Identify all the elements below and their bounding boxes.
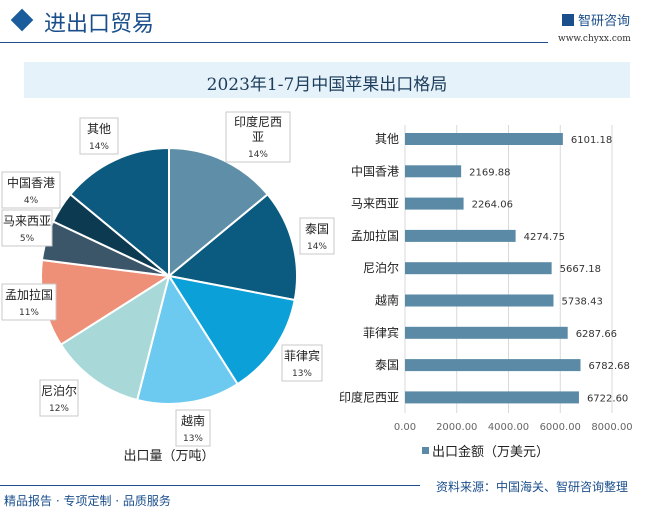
bar-value-label: 5738.43: [561, 297, 602, 308]
bar-value-label: 4274.75: [524, 232, 565, 243]
bar-8: [405, 359, 581, 372]
pie-category-label: 中国香港: [7, 175, 55, 190]
y-category-label: 越南: [375, 293, 399, 308]
chart-title: 2023年1-7月中国苹果出口格局: [206, 75, 448, 95]
pie-label-box: [39, 379, 79, 417]
legend-swatch: [422, 447, 429, 454]
pie-percent-label: 13%: [292, 369, 312, 379]
bar-3: [405, 197, 464, 210]
logo-text: 智研咨询: [578, 14, 631, 29]
pie-category-label: 尼泊尔: [41, 383, 77, 398]
footer-divider: [0, 485, 420, 486]
bar-2: [405, 165, 462, 178]
pie-slice-3: [166, 274, 296, 386]
pie-label-box: [1, 283, 57, 321]
bar-1: [405, 133, 563, 145]
pie-label-box: [1, 209, 53, 247]
y-category-label: 印度尼西亚: [339, 389, 399, 404]
bar-6: [405, 294, 554, 307]
bar-value-label: 6101.18: [571, 135, 612, 146]
section-title: 进出口贸易: [44, 12, 155, 37]
bar-7: [405, 326, 568, 339]
pie-category-label: 菲律宾: [284, 348, 320, 363]
pie-category-label: 亚: [252, 130, 264, 144]
pie-slice-4: [135, 273, 239, 405]
logo: 智研咨询: [562, 10, 630, 29]
y-category-label: 尼泊尔: [363, 260, 399, 275]
pie-percent-label: 4%: [24, 196, 39, 206]
logo-icon: [562, 14, 574, 26]
bar-value-label: 2264.06: [472, 200, 513, 211]
pie-label-box: [225, 111, 291, 163]
pie-percent-label: 11%: [19, 308, 39, 318]
x-tick-label: 0.00: [394, 422, 416, 433]
logo-url: www.chyxx.com: [558, 34, 631, 44]
pie-category-label: 泰国: [305, 222, 329, 236]
y-category-label: 孟加拉国: [351, 228, 399, 243]
title-band: 2023年1-7月中国苹果出口格局: [24, 62, 630, 98]
pie-label-box: [281, 344, 323, 382]
bar-value-label: 6287.66: [576, 329, 617, 340]
pie-category-label: 越南: [181, 413, 205, 428]
bar-9: [405, 391, 579, 404]
x-tick-label: 6000.00: [540, 422, 581, 433]
pie-percent-label: 13%: [183, 434, 203, 444]
pie-slice-9: [68, 146, 170, 279]
y-category-label: 其他: [375, 132, 399, 146]
pie-percent-label: 12%: [49, 404, 69, 414]
pie-percent-label: 5%: [20, 234, 35, 244]
bar-5: [405, 262, 552, 275]
pie-label-box: [79, 117, 119, 155]
pie-category-label: 马来西亚: [3, 214, 51, 228]
pie-label-box: [299, 217, 335, 255]
x-tick-label: 2000.00: [436, 422, 477, 433]
legend-label: 出口金额（万美元）: [432, 444, 549, 460]
pie-category-label: 其他: [87, 122, 111, 136]
pie-slice-1: [168, 146, 270, 279]
pie-label-box: [1, 171, 61, 209]
pie-slice-2: [166, 193, 298, 302]
y-category-label: 马来西亚: [351, 197, 399, 211]
pie-percent-label: 14%: [248, 150, 268, 160]
pie-axis-label: 出口量（万吨）: [123, 449, 214, 464]
bar-value-label: 6782.68: [589, 361, 630, 372]
y-category-label: 菲律宾: [363, 325, 399, 340]
header-divider: [0, 42, 548, 43]
bar-value-label: 2169.88: [469, 167, 510, 178]
footer-tagline: 精品报告 · 专项定制 · 品质服务: [4, 494, 171, 508]
y-category-label: 泰国: [375, 358, 399, 372]
pie-category-label: 孟加拉国: [5, 287, 53, 302]
x-tick-label: 8000.00: [591, 422, 632, 433]
pie-category-label: 印度尼西: [234, 114, 282, 129]
bar-4: [405, 229, 516, 242]
pie-percent-label: 14%: [307, 242, 327, 252]
bar-value-label: 6722.60: [587, 393, 628, 404]
x-tick-label: 4000.00: [488, 422, 529, 433]
source-note: 资料来源：中国海关、智研咨询整理: [436, 480, 629, 494]
y-category-label: 中国香港: [351, 163, 399, 178]
pie-slice-5: [59, 273, 171, 402]
pie-label-box: [175, 409, 211, 447]
pie-percent-label: 14%: [89, 142, 109, 152]
bar-value-label: 5667.18: [560, 264, 601, 275]
